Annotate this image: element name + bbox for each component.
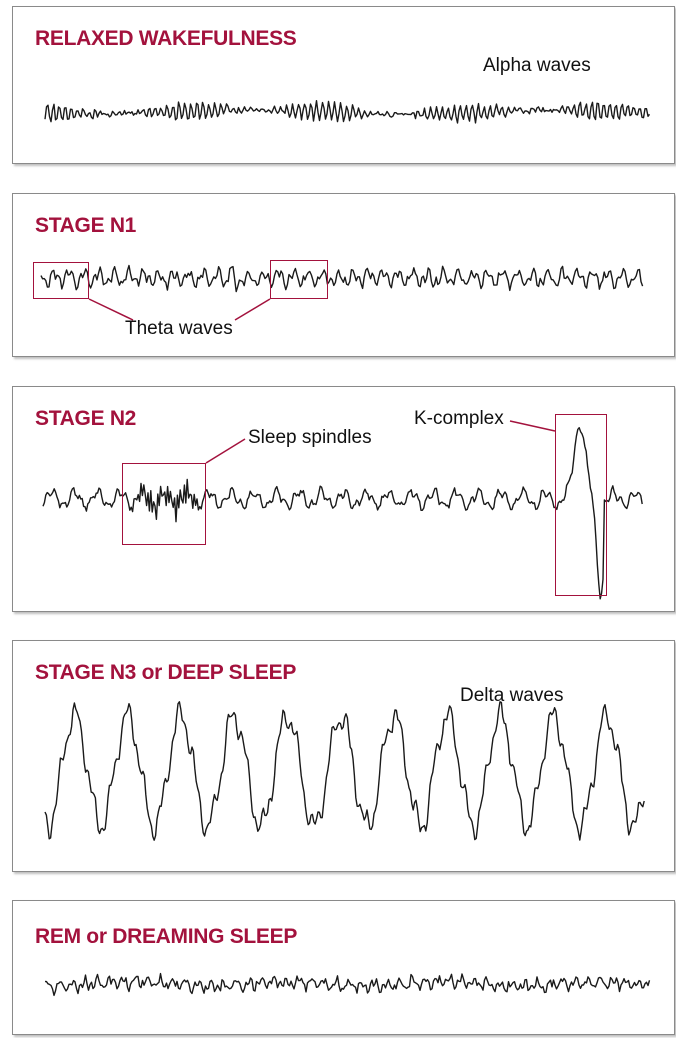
k-complex-box xyxy=(555,414,607,596)
panel-title: REM or DREAMING SLEEP xyxy=(35,925,298,948)
eeg-trace-theta xyxy=(40,264,644,293)
panel-stage-n3: STAGE N3 or DEEP SLEEP Delta waves xyxy=(12,640,675,872)
eeg-trace-delta xyxy=(44,701,645,841)
eeg-trace-alpha xyxy=(44,99,651,124)
label-k-complex: K-complex xyxy=(414,408,504,429)
panel-title: STAGE N2 xyxy=(35,407,137,430)
panel-relaxed-wakefulness: RELAXED WAKEFULNESS Alpha waves xyxy=(12,6,675,164)
wave-label-alpha: Alpha waves xyxy=(483,55,591,76)
eeg-trace-n2 xyxy=(42,427,643,600)
panel-rem-sleep: REM or DREAMING SLEEP xyxy=(12,900,675,1035)
panel-title: STAGE N1 xyxy=(35,214,137,237)
wave-label-delta: Delta waves xyxy=(460,685,564,706)
theta-highlight-box-2 xyxy=(270,260,328,299)
panel-stage-n1: STAGE N1 Theta waves xyxy=(12,193,675,357)
label-sleep-spindles: Sleep spindles xyxy=(248,427,372,448)
panel-title: STAGE N3 or DEEP SLEEP xyxy=(35,661,297,684)
panel-stage-n2: STAGE N2 Sleep spindles K-complex xyxy=(12,386,675,612)
theta-highlight-box-1 xyxy=(33,262,89,299)
sleep-spindles-box xyxy=(122,463,206,545)
panel-title: RELAXED WAKEFULNESS xyxy=(35,27,297,50)
eeg-trace-rem xyxy=(44,972,651,997)
wave-label-theta: Theta waves xyxy=(125,318,233,339)
